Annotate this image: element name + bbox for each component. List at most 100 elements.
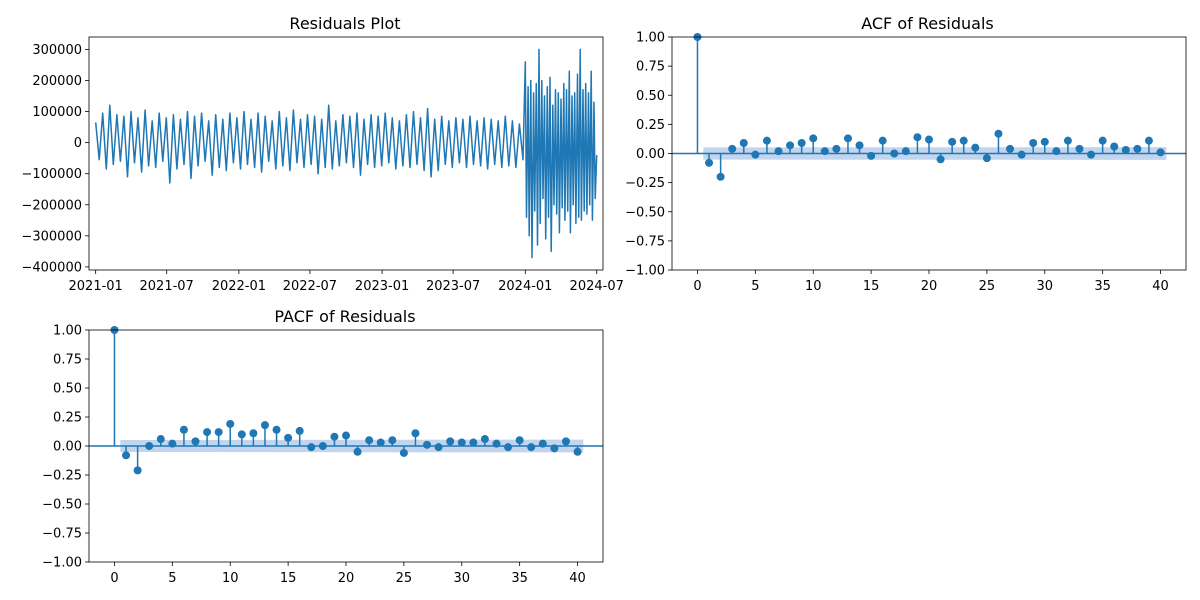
pacf-point — [214, 428, 223, 437]
residuals-series-line — [94, 48, 598, 259]
acf-y-tick-label: −0.25 — [625, 176, 665, 191]
pacf-point — [399, 448, 408, 457]
acf-x-tick-label: 15 — [863, 279, 880, 294]
pacf-point — [284, 433, 293, 442]
pacf-point — [272, 425, 281, 434]
residuals-y-tick-label: 300000 — [32, 43, 82, 58]
pacf-y-tick-label: 0.50 — [53, 382, 82, 397]
acf-point — [1063, 136, 1072, 145]
acf-point — [843, 134, 852, 143]
pacf-point — [573, 447, 582, 456]
pacf-y-tick-label: 0.25 — [53, 411, 82, 426]
pacf-point — [376, 438, 385, 447]
pacf-point — [538, 439, 547, 448]
pacf-point — [550, 444, 559, 453]
acf-x-tick-label: 10 — [805, 279, 822, 294]
pacf-x-tick-label: 5 — [168, 571, 176, 586]
pacf-point — [133, 466, 142, 475]
pacf-point — [330, 432, 339, 441]
pacf-point — [168, 439, 177, 448]
acf-point — [901, 147, 910, 156]
pacf-point — [527, 443, 536, 452]
acf-x-tick-label: 5 — [751, 279, 759, 294]
pacf-point — [191, 437, 200, 446]
pacf-point — [295, 426, 304, 435]
pacf-x-tick-label: 30 — [453, 571, 470, 586]
acf-x-tick-label: 30 — [1036, 279, 1053, 294]
acf-plot-panel: ACF of Residuals 1.00 0.75 0.50 0.25 0.00 −0.… — [625, 14, 1187, 294]
pacf-y-tick-label: 1.00 — [53, 324, 82, 339]
residuals-x-tick-label: 2023-07 — [426, 279, 480, 294]
pacf-x-tick-label: 40 — [569, 571, 586, 586]
acf-point — [936, 155, 945, 164]
acf-point — [994, 129, 1003, 138]
acf-point — [1029, 139, 1038, 148]
acf-point — [948, 137, 957, 146]
acf-y-tick-label: 0.25 — [636, 118, 665, 133]
pacf-point — [434, 443, 443, 452]
pacf-point — [145, 442, 154, 450]
acf-point — [1133, 144, 1142, 153]
pacf-point — [504, 443, 513, 452]
pacf-y-tick-label: 0.00 — [53, 440, 82, 455]
acf-point — [716, 172, 725, 181]
acf-plot-title: ACF of Residuals — [861, 14, 994, 33]
residuals-x-tick-label: 2022-01 — [212, 279, 266, 294]
residuals-x-tick-label: 2022-07 — [283, 279, 337, 294]
pacf-point — [353, 447, 362, 456]
pacf-point — [318, 442, 327, 450]
pacf-point — [423, 440, 432, 449]
pacf-point — [561, 437, 570, 446]
acf-y-tick-label: 0.75 — [636, 60, 665, 75]
acf-point — [1156, 148, 1165, 157]
acf-point — [1144, 136, 1153, 145]
pacf-point — [122, 451, 131, 460]
acf-point — [1087, 150, 1096, 159]
residuals-y-tick-label: −200000 — [21, 198, 82, 213]
pacf-point — [365, 436, 374, 445]
acf-point — [1040, 137, 1049, 146]
pacf-point — [446, 437, 455, 446]
acf-point — [797, 139, 806, 148]
acf-point — [971, 143, 980, 152]
pacf-x-tick-label: 0 — [110, 571, 118, 586]
acf-point — [890, 149, 899, 158]
acf-point — [1006, 144, 1015, 153]
acf-x-tick-label: 40 — [1152, 279, 1169, 294]
acf-y-tick-label: −0.50 — [625, 205, 665, 220]
acf-point — [786, 141, 795, 150]
acf-point — [739, 139, 748, 148]
pacf-point — [469, 438, 478, 447]
acf-y-tick-label: 1.00 — [636, 31, 665, 46]
residuals-x-tick-label: 2021-01 — [69, 279, 123, 294]
residuals-plot-title: Residuals Plot — [289, 14, 400, 33]
pacf-x-tick-label: 25 — [396, 571, 413, 586]
acf-point — [832, 144, 841, 153]
pacf-x-tick-label: 10 — [222, 571, 239, 586]
acf-point — [774, 147, 783, 156]
residuals-y-tick-label: 100000 — [32, 105, 82, 120]
pacf-point — [307, 443, 316, 452]
acf-point — [820, 147, 829, 156]
pacf-point — [492, 439, 501, 448]
acf-y-tick-label: 0.00 — [636, 147, 665, 162]
residuals-y-tick-label: −400000 — [21, 260, 82, 275]
pacf-y-tick-label: −1.00 — [42, 556, 82, 571]
acf-x-tick-label: 0 — [693, 279, 701, 294]
pacf-point — [411, 429, 420, 438]
pacf-x-tick-label: 35 — [511, 571, 528, 586]
pacf-point — [388, 436, 397, 445]
residuals-x-tick-label: 2024-07 — [570, 279, 624, 294]
pacf-x-tick-label: 15 — [280, 571, 297, 586]
acf-point — [705, 158, 714, 167]
acf-point — [867, 151, 876, 160]
residuals-y-tick-label: 200000 — [32, 74, 82, 89]
pacf-y-tick-label: −0.25 — [42, 469, 82, 484]
acf-y-tick-label: −0.75 — [625, 234, 665, 249]
acf-point — [925, 135, 933, 144]
pacf-point — [342, 431, 350, 440]
pacf-point — [237, 430, 246, 439]
acf-x-tick-label: 20 — [921, 279, 938, 294]
acf-point — [1121, 146, 1130, 155]
